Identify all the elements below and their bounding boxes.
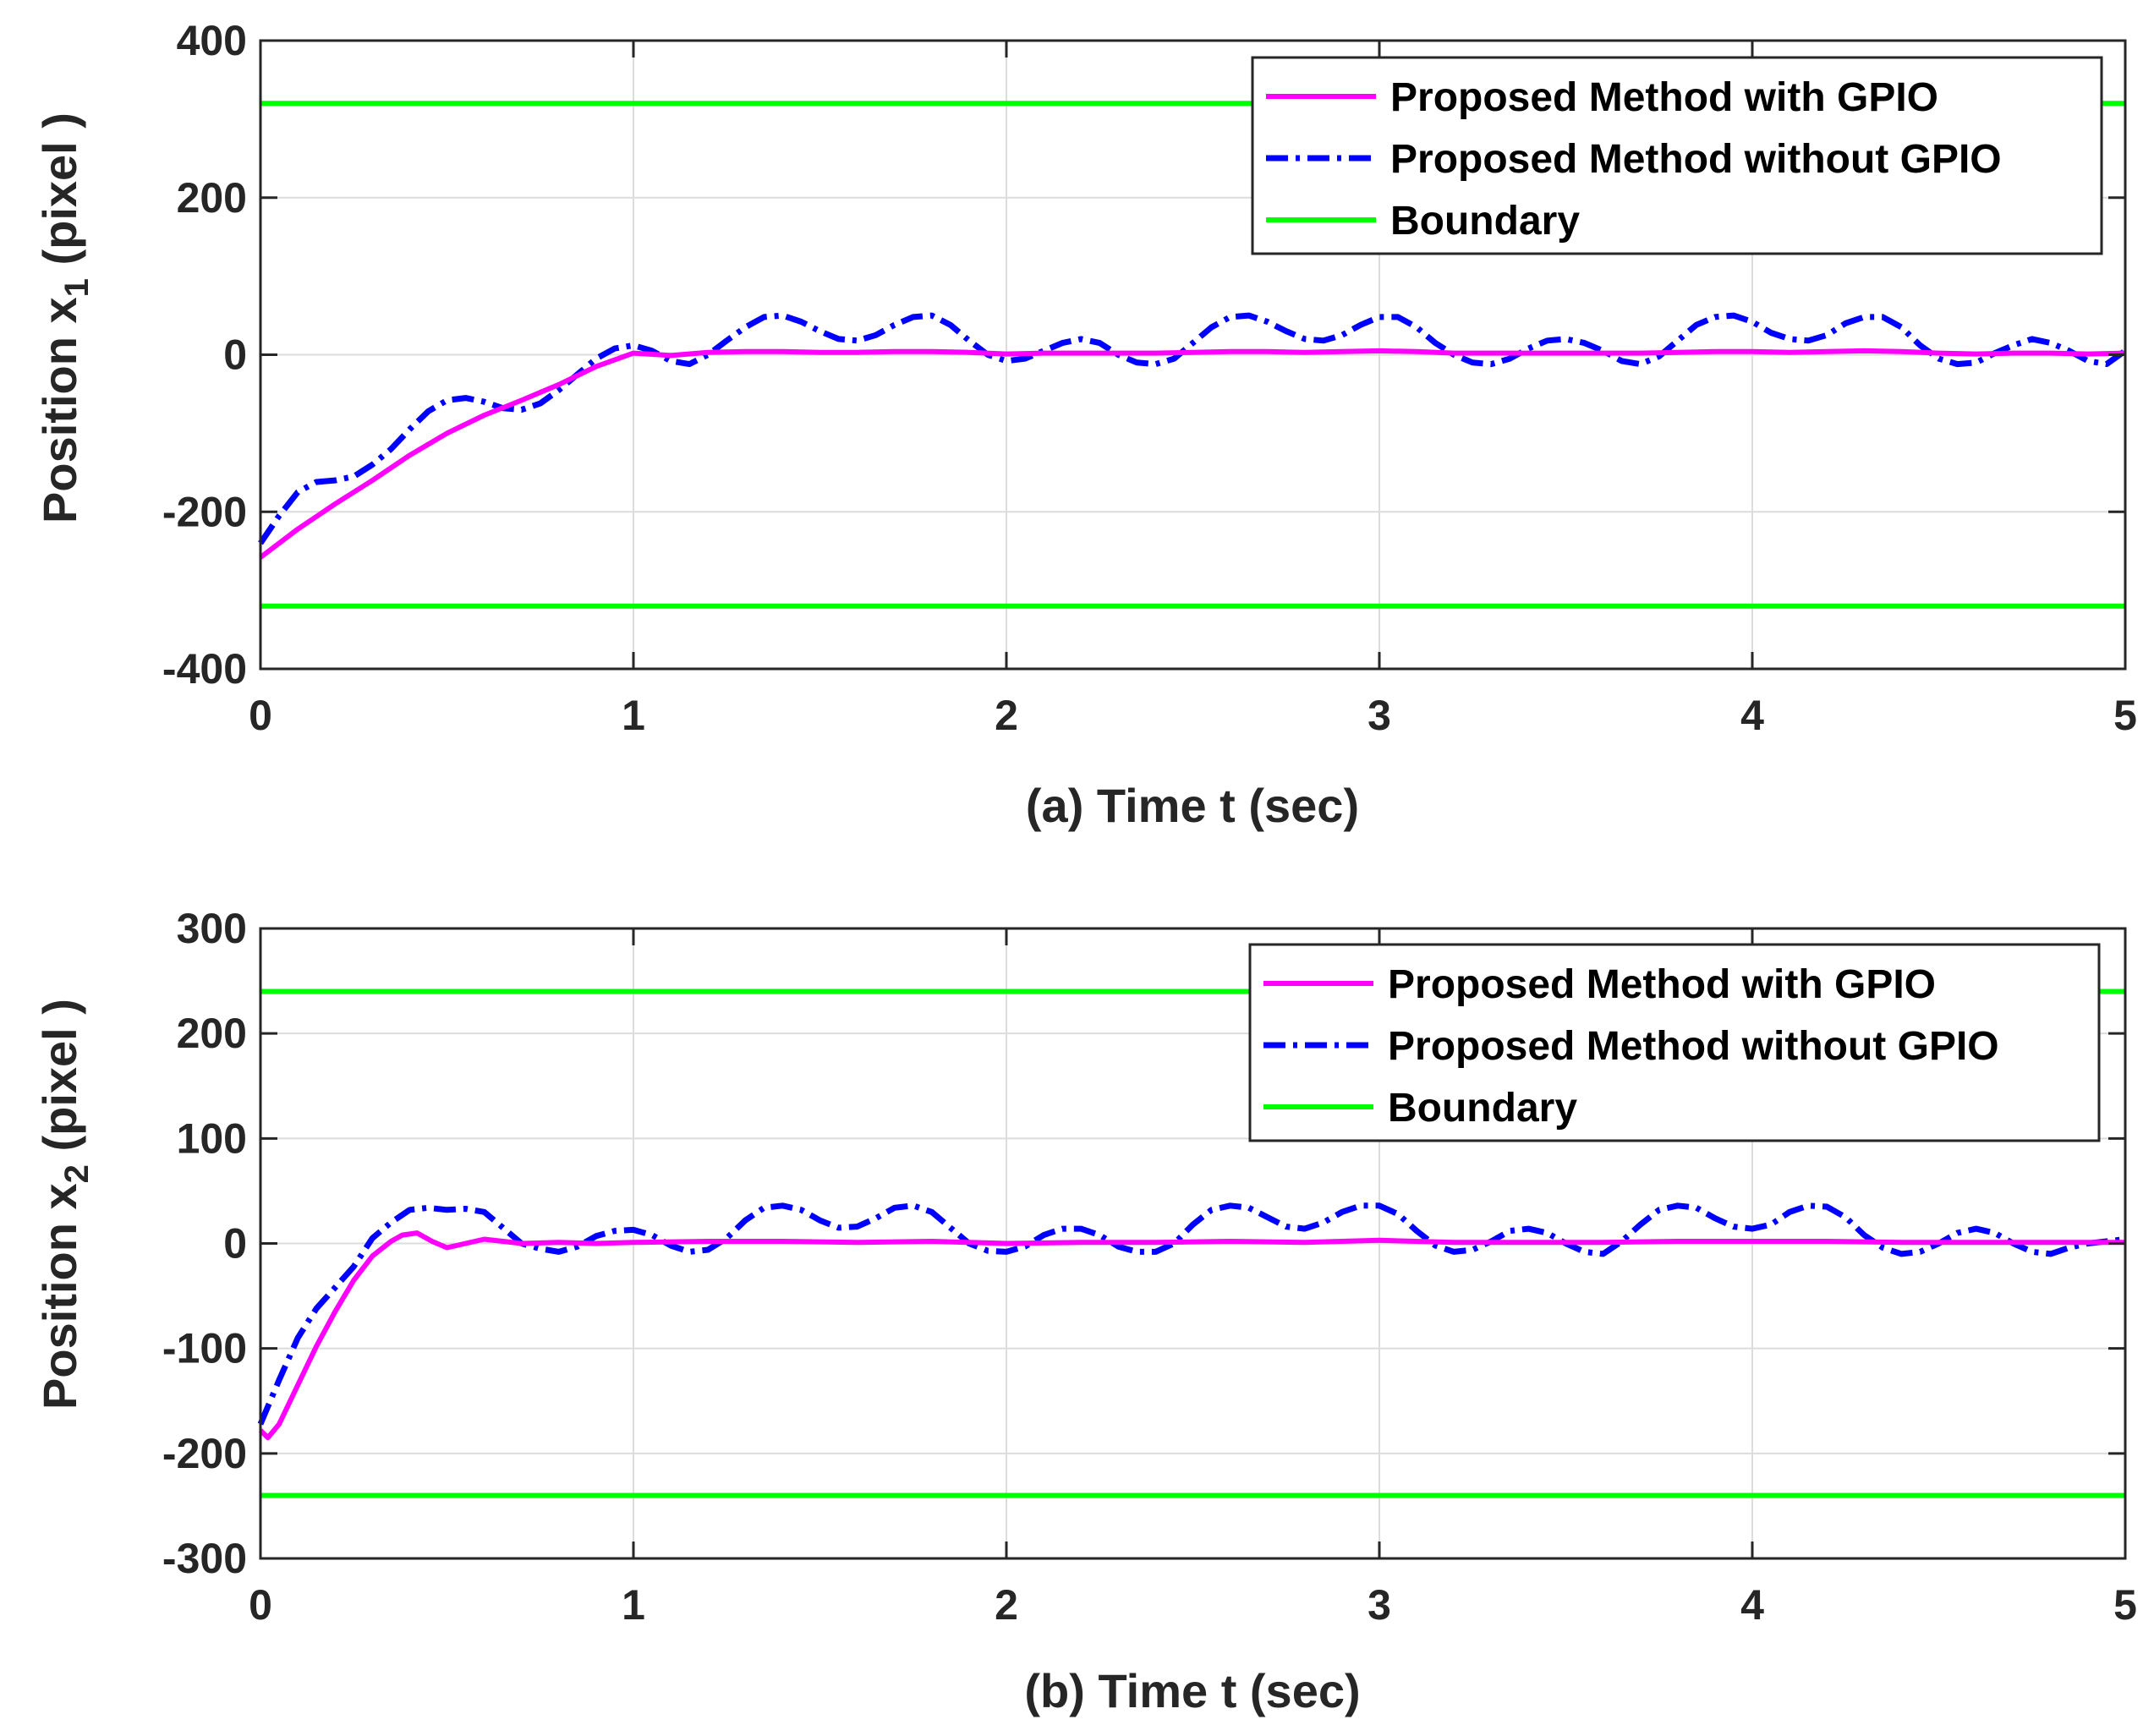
panel-b-legend-box bbox=[1248, 943, 2101, 1142]
panel-b-legend-label: Proposed Method without GPIO bbox=[1388, 1024, 1999, 1069]
panel-a-xtick-label: 4 bbox=[1740, 692, 1764, 739]
panel-a-xtick-label: 3 bbox=[1367, 692, 1391, 739]
panel-b-xtick-label: 5 bbox=[2113, 1581, 2137, 1629]
panel-b-xtick-label: 1 bbox=[622, 1581, 645, 1629]
panel-b-legend-label: Proposed Method with GPIO bbox=[1388, 962, 1936, 1007]
panel-a-legend-label: Boundary bbox=[1390, 199, 1580, 244]
panel-a-legend-label: Proposed Method without GPIO bbox=[1390, 137, 2002, 182]
panel-a-ylabel: Position x1 (pixel ) bbox=[33, 112, 96, 523]
panel-b-ytick-label: 100 bbox=[177, 1114, 247, 1162]
panel-b-series-proposed-method-with-gpio bbox=[258, 1230, 2125, 1441]
panel-a-ytick-label: 400 bbox=[177, 17, 247, 64]
panel-a-xtick-label: 2 bbox=[995, 692, 1018, 739]
panel-b-legend-label: Boundary bbox=[1388, 1086, 1577, 1131]
panel-b-legend: Proposed Method with GPIO Proposed Method… bbox=[1248, 943, 2101, 1142]
panel-b-xlabel: (b) Time t (sec) bbox=[1024, 1664, 1360, 1717]
panel-a-legend: Proposed Method with GPIO Proposed Method… bbox=[1251, 56, 2103, 255]
panel-b-xtick-label: 0 bbox=[249, 1581, 272, 1629]
panel-b-ytick-label: -100 bbox=[162, 1325, 247, 1372]
panel-a-xtick-label: 0 bbox=[249, 692, 272, 739]
panel-a-series-proposed-method-with-gpio bbox=[259, 348, 2126, 560]
panel-a-xtick-label: 1 bbox=[622, 692, 645, 739]
panel-a-ytick-label: 200 bbox=[177, 174, 247, 222]
panel-a-legend-label: Proposed Method with GPIO bbox=[1390, 75, 1938, 120]
panel-b-xtick-label: 2 bbox=[995, 1581, 1018, 1629]
panel-b-xtick-label: 4 bbox=[1740, 1581, 1764, 1629]
panel-b-series-proposed-method-without-gpio bbox=[257, 1202, 2126, 1426]
panel-a-legend-box bbox=[1251, 56, 2103, 255]
panel-b-ytick-label: 200 bbox=[177, 1010, 247, 1057]
panel-b-ytick-label: 300 bbox=[177, 905, 247, 952]
panel-a-chart: Position x1 (pixel ) (a) Time t (sec) 0 1… bbox=[33, 17, 2137, 832]
panel-a-ytick-label: 0 bbox=[223, 331, 247, 379]
panel-b-ytick-label: 0 bbox=[223, 1220, 247, 1268]
panel-b-ytick-label: -200 bbox=[162, 1430, 247, 1477]
panel-a-xlabel: (a) Time t (sec) bbox=[1026, 779, 1359, 832]
panel-b-xtick-label: 3 bbox=[1367, 1581, 1391, 1629]
panel-b-chart: Position x2 (pixel ) (b) Time t (sec) 0 1… bbox=[33, 905, 2137, 1717]
panel-a-xtick-label: 5 bbox=[2113, 692, 2137, 739]
panel-b-ylabel: Position x2 (pixel ) bbox=[33, 999, 96, 1410]
panel-a-ytick-label: -400 bbox=[162, 645, 247, 693]
panel-b-ytick-label: -300 bbox=[162, 1535, 247, 1582]
panel-a-ytick-label: -200 bbox=[162, 488, 247, 535]
